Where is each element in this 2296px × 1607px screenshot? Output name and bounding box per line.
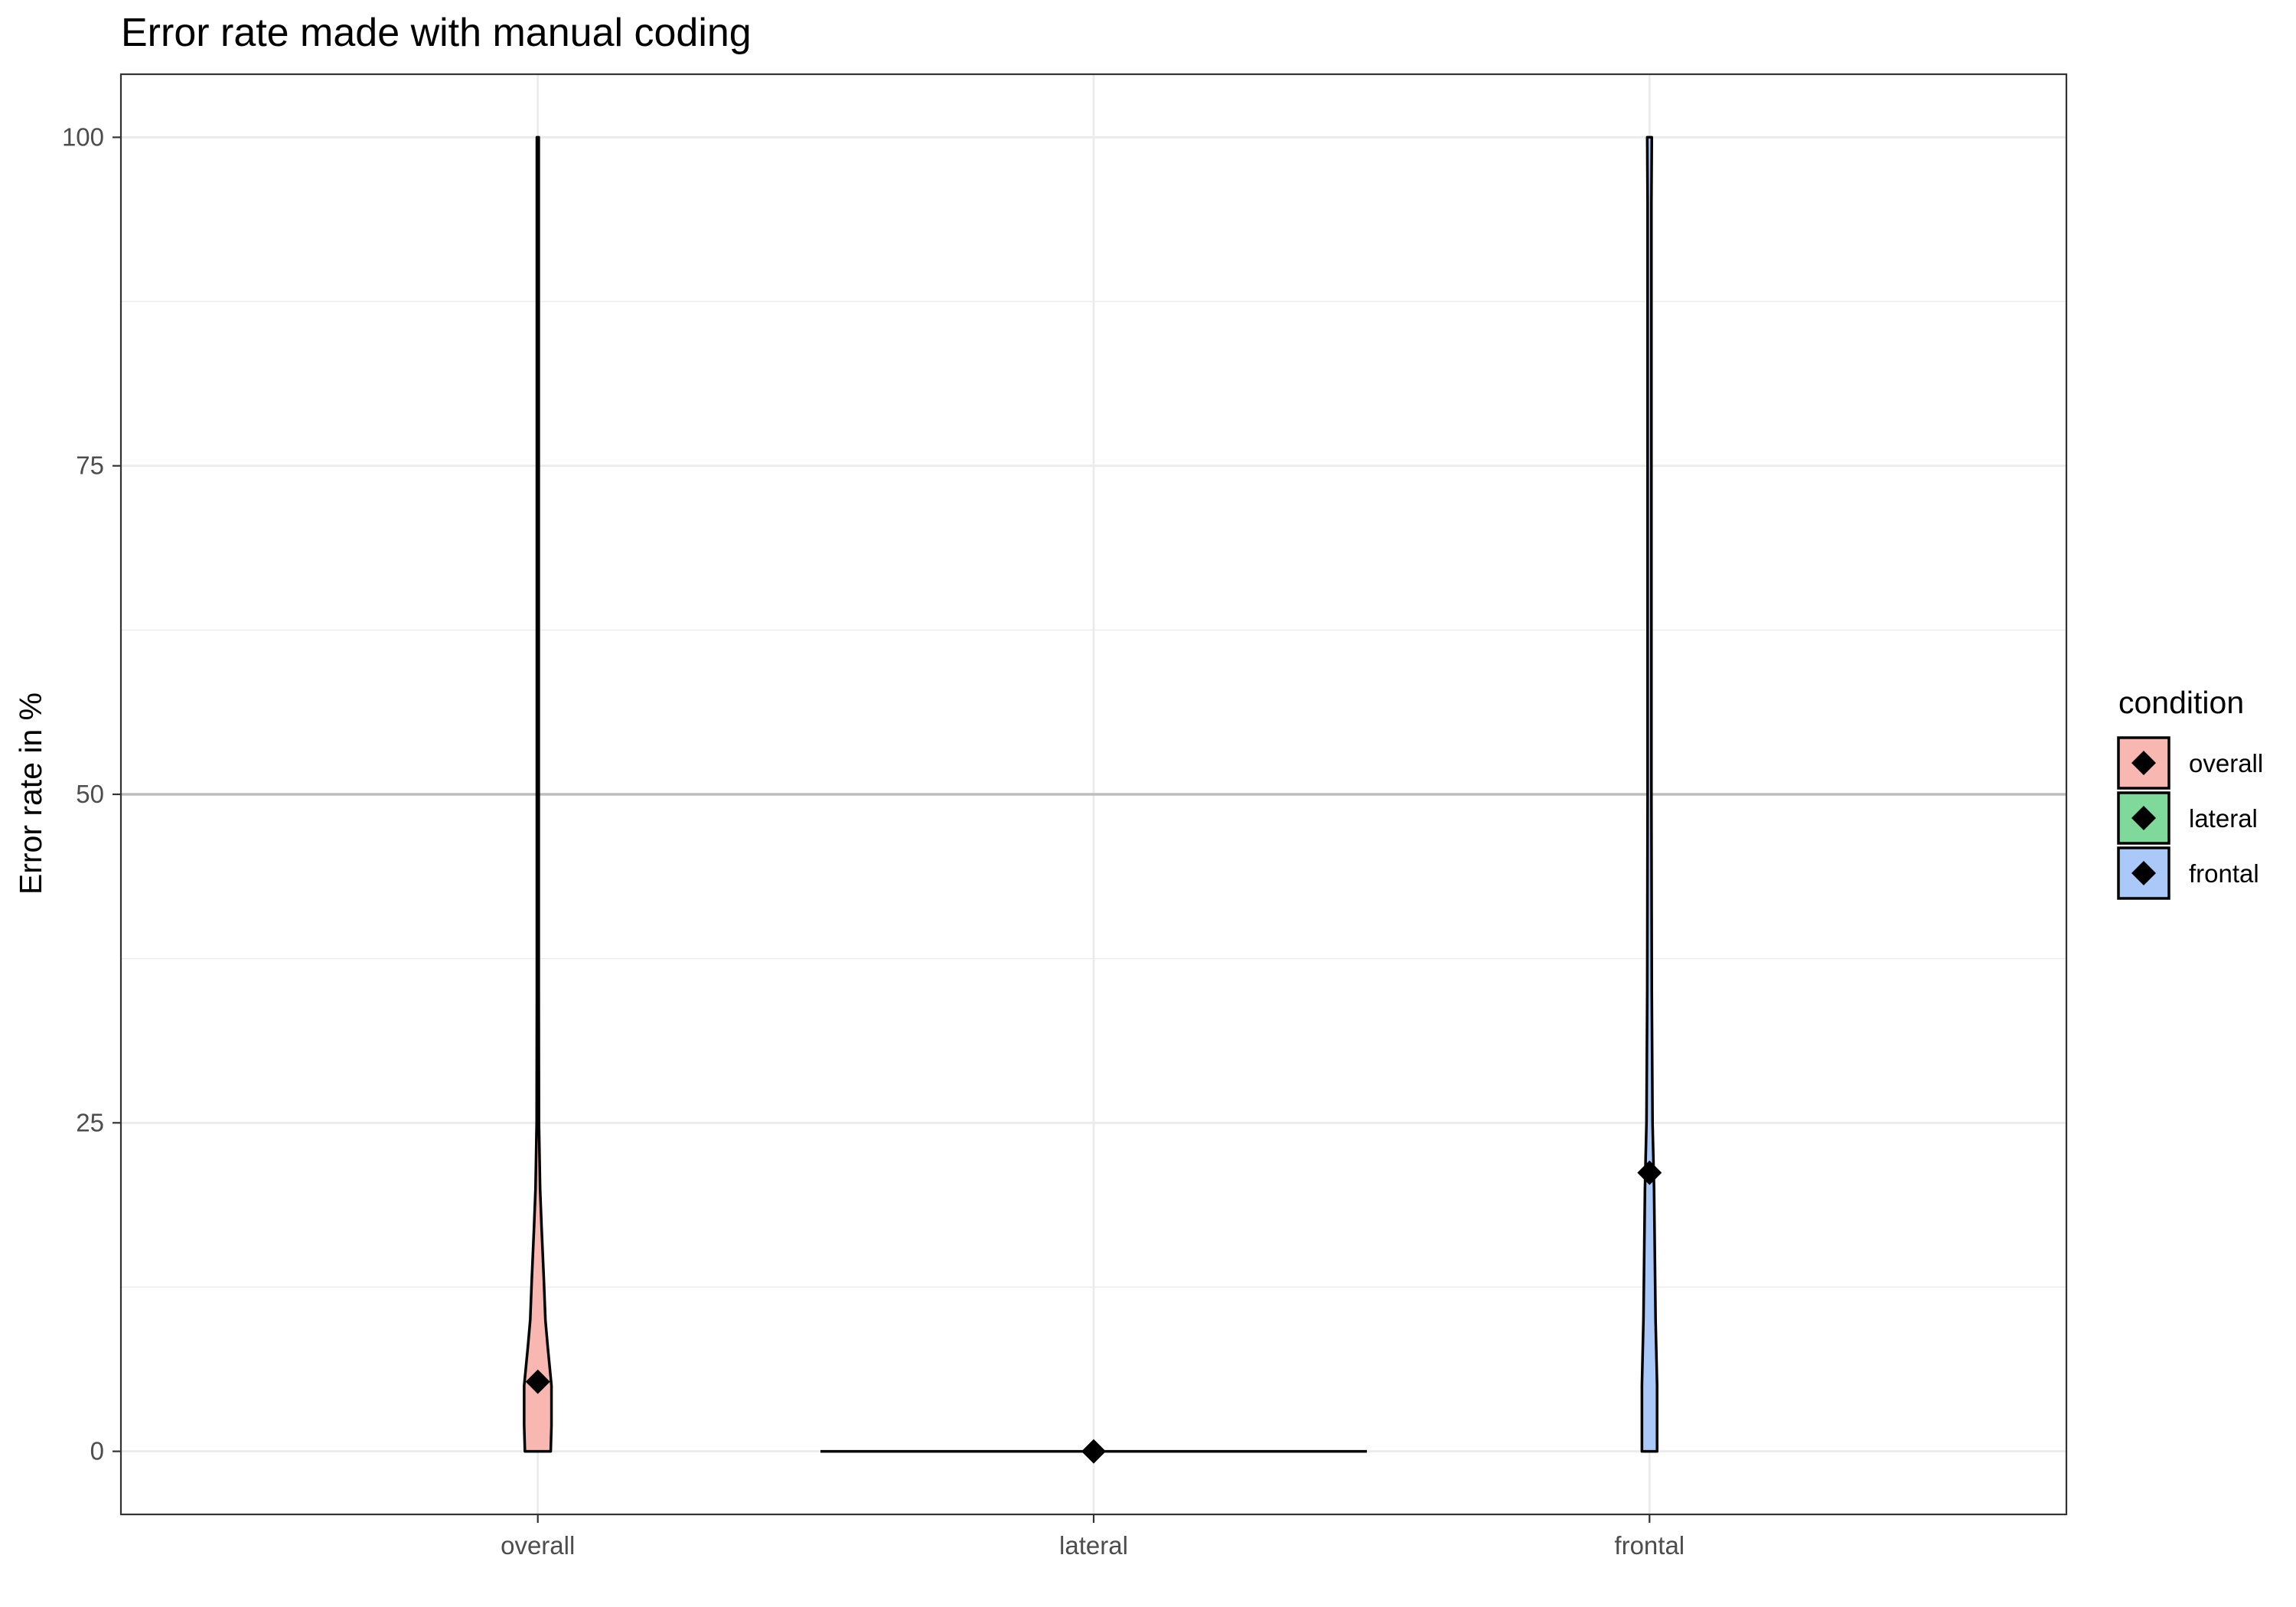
legend-label-frontal: frontal xyxy=(2189,859,2259,888)
y-tick-label: 0 xyxy=(90,1437,104,1465)
mean-marker-frontal xyxy=(1637,1160,1662,1185)
legend-label-overall: overall xyxy=(2189,749,2263,777)
legend-title: condition xyxy=(2118,685,2244,720)
y-tick-label: 75 xyxy=(76,451,104,480)
x-tick-label: lateral xyxy=(1059,1531,1128,1560)
mean-markers xyxy=(525,1160,1662,1464)
legend-key-lateral xyxy=(2117,791,2170,845)
x-tick-label: frontal xyxy=(1614,1531,1684,1560)
mean-marker-overall xyxy=(525,1369,550,1394)
legend-diamond-icon xyxy=(2131,751,2156,775)
legend-diamond-icon xyxy=(2131,806,2156,830)
violin-layer xyxy=(523,135,1658,1453)
violin-overall xyxy=(523,135,553,1453)
y-tick-label: 100 xyxy=(62,122,104,151)
legend: condition overall lateral frontal xyxy=(2117,685,2263,900)
x-axis: overall lateral frontal xyxy=(501,1514,1684,1560)
y-tick-label: 25 xyxy=(76,1108,104,1136)
x-tick-label: overall xyxy=(501,1531,575,1560)
chart-title: Error rate made with manual coding xyxy=(121,11,752,55)
legend-label-lateral: lateral xyxy=(2189,804,2258,833)
mean-marker-lateral xyxy=(1081,1439,1106,1464)
y-axis-title: Error rate in % xyxy=(13,693,48,895)
violin-frontal xyxy=(1640,135,1658,1453)
y-axis: 0 25 50 75 100 xyxy=(62,122,121,1465)
legend-diamond-icon xyxy=(2131,861,2156,885)
y-tick-label: 50 xyxy=(76,780,104,808)
